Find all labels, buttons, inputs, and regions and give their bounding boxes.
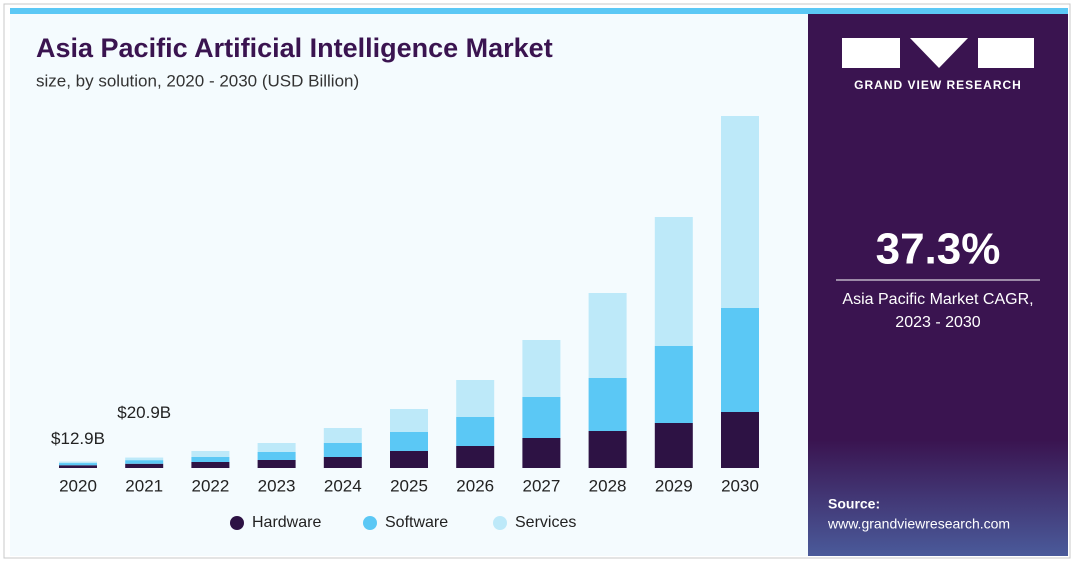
bar-segment (390, 409, 428, 432)
x-tick-label: 2027 (522, 476, 560, 495)
bar-segment (522, 340, 561, 397)
cagr: 37.3% (876, 225, 1001, 274)
bar-segment (323, 428, 362, 443)
legend-swatch (230, 516, 244, 530)
brand: GRAND VIEW RESEARCH (854, 78, 1022, 92)
total-label: $12.9B (51, 429, 105, 448)
bar-segment (125, 463, 164, 468)
source-url: www.grandviewresearch.com (827, 516, 1010, 532)
bar-segment (257, 452, 296, 460)
bar-segment (125, 460, 164, 464)
bar-segment (390, 451, 428, 468)
x-tick-label: 2029 (655, 476, 693, 495)
bar-segment (191, 451, 230, 457)
logo-block (978, 38, 1034, 68)
bar-segment (191, 457, 230, 462)
bar-segment (588, 378, 627, 431)
bar-segment (522, 438, 561, 468)
bar-segment (588, 431, 627, 468)
x-tick-label: 2020 (59, 476, 97, 495)
bar-segment (390, 432, 428, 451)
bar-segment (654, 346, 693, 423)
chart-subtitle: size, by solution, 2020 - 2030 (USD Bill… (36, 71, 359, 90)
x-tick-label: 2025 (390, 476, 428, 495)
logo (842, 38, 1034, 68)
legend-label: Hardware (252, 514, 321, 531)
bar-segment (721, 116, 759, 308)
cagr-caption: Asia Pacific Market CAGR, (842, 291, 1033, 308)
top-stripe (10, 8, 1068, 14)
chart-title: Asia Pacific Artificial Intelligence Mar… (36, 33, 553, 63)
x-tick-label: 2023 (258, 476, 296, 495)
bar-segment (59, 461, 97, 464)
logo-block (910, 38, 968, 68)
bar-segment (588, 293, 627, 378)
x-tick-label: 2030 (721, 476, 759, 495)
x-tick-label: 2026 (456, 476, 494, 495)
bar-segment (456, 380, 495, 417)
bar-segment (257, 460, 296, 468)
bar-segment (522, 397, 561, 438)
bar-segment (257, 443, 296, 452)
bar-segment (323, 443, 362, 457)
x-tick-label: 2024 (324, 476, 362, 495)
logo-block (842, 38, 900, 68)
bar-segment (125, 457, 164, 461)
legend-swatch (363, 516, 377, 530)
bar-segment (654, 217, 693, 346)
bar-segment (456, 446, 495, 468)
bar-segment (456, 417, 495, 446)
legend-label: Services (515, 514, 576, 531)
legend-label: Software (385, 514, 448, 531)
side-panel-footer (808, 440, 1068, 556)
x-tick-label: 2022 (191, 476, 229, 495)
cagr-caption: 2023 - 2030 (895, 314, 981, 331)
bar-segment (191, 462, 230, 468)
bar-segment (59, 463, 97, 466)
legend-swatch (493, 516, 507, 530)
bar-segment (323, 457, 362, 468)
bar-segment (721, 308, 759, 412)
x-tick-label: 2028 (589, 476, 627, 495)
total-label: $20.9B (117, 403, 171, 422)
bar-segment (59, 465, 97, 468)
bar-segment (721, 412, 759, 468)
bar-segment (654, 423, 693, 468)
x-tick-label: 2021 (125, 476, 163, 495)
source-label: Source: (828, 496, 880, 512)
